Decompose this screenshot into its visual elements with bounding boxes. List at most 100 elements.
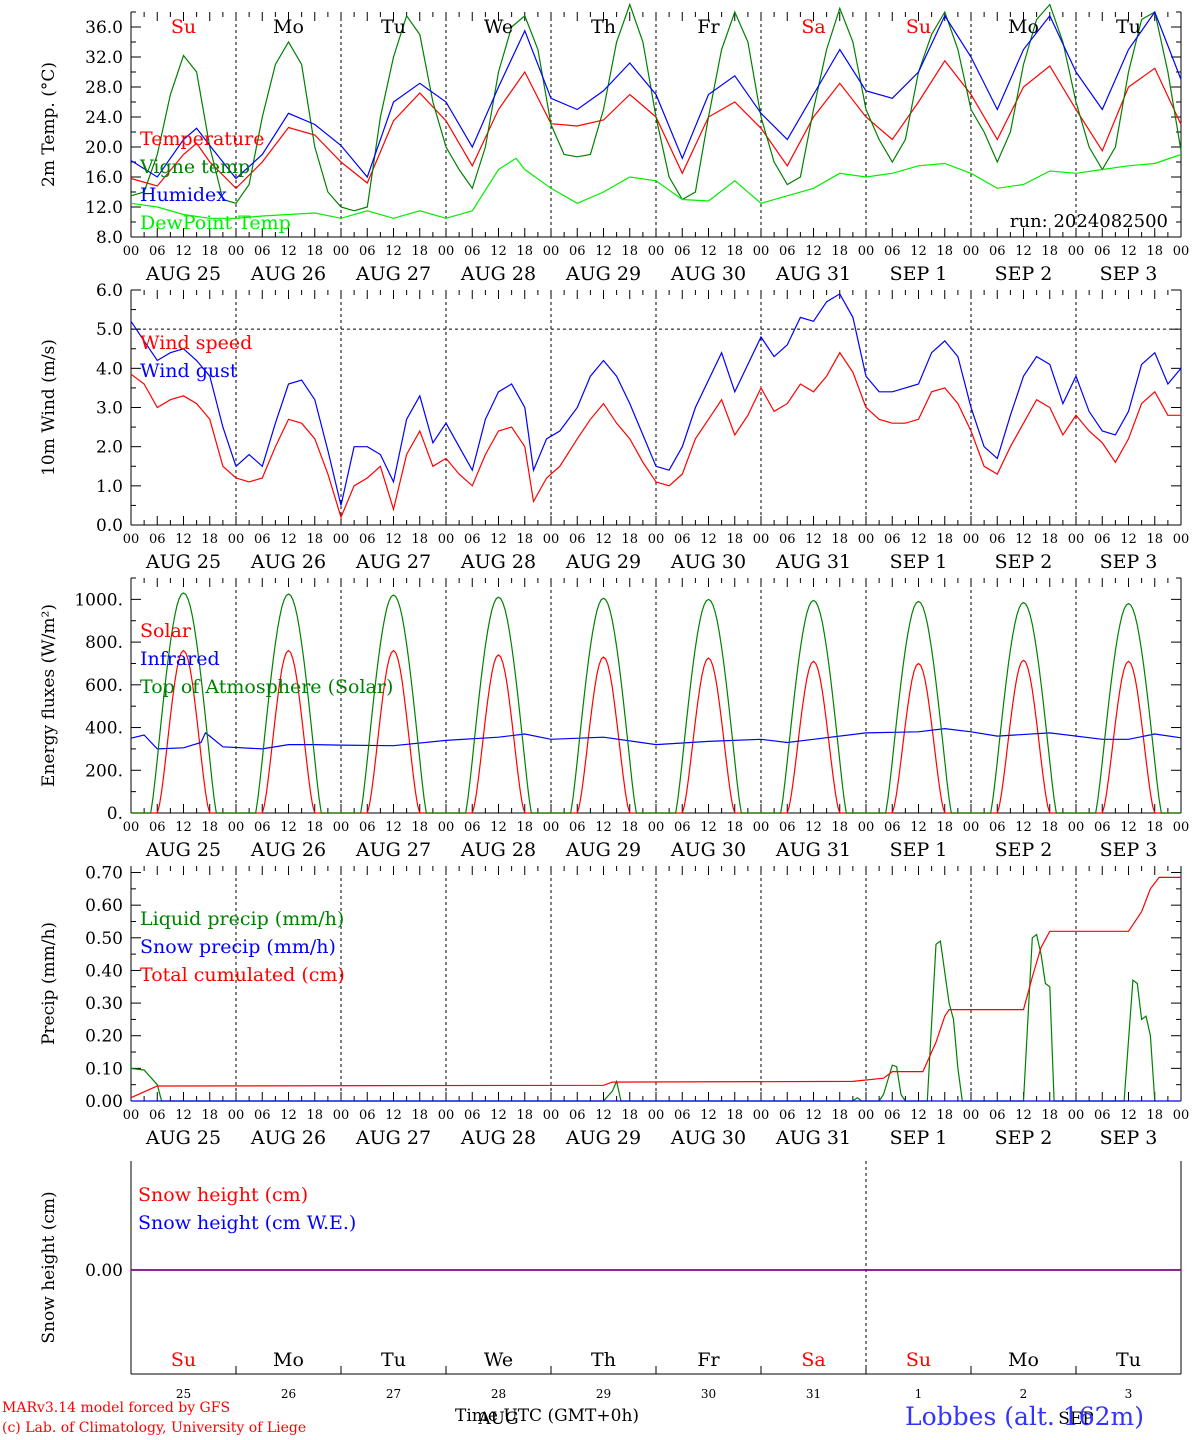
hour-tick-label: 12 <box>910 1108 927 1123</box>
legend-entry: Top of Atmosphere (Solar) <box>140 676 393 698</box>
hour-tick-label: 12 <box>805 532 822 547</box>
hour-tick-label: 00 <box>753 244 770 259</box>
hour-tick-label: 12 <box>490 532 507 547</box>
hour-tick-label: 06 <box>674 244 691 259</box>
hour-tick-label: 00 <box>858 532 875 547</box>
legend-entry: Vigne temp <box>139 156 250 178</box>
hour-tick-label: 12 <box>805 1108 822 1123</box>
hour-tick-label: 06 <box>149 1108 166 1123</box>
date-label: AUG 31 <box>775 263 851 285</box>
y-tick-label: 800. <box>85 633 123 653</box>
y-axis-title: 10m Wind (m/s) <box>39 339 59 476</box>
hour-tick-label: 00 <box>753 820 770 835</box>
day-number: 28 <box>491 1387 506 1401</box>
day-name: Mo <box>1008 16 1039 38</box>
hour-tick-label: 00 <box>543 1108 560 1123</box>
hour-tick-label: 18 <box>936 820 953 835</box>
hour-tick-label: 18 <box>516 532 533 547</box>
legend-entry: Infrared <box>140 648 220 670</box>
date-label: AUG 29 <box>565 1127 641 1149</box>
hour-tick-label: 12 <box>385 244 402 259</box>
day-name: Su <box>171 1349 196 1371</box>
hour-tick-label: 06 <box>569 532 586 547</box>
legend-entry: Total cumulated (cm) <box>140 964 345 986</box>
hour-tick-label: 12 <box>1015 532 1032 547</box>
hour-tick-label: 12 <box>700 1108 717 1123</box>
hour-tick-label: 06 <box>674 820 691 835</box>
hour-tick-label: 00 <box>543 820 560 835</box>
hour-tick-label: 12 <box>175 244 192 259</box>
hour-tick-label: 12 <box>700 532 717 547</box>
hour-tick-label: 06 <box>884 532 901 547</box>
date-label: AUG 29 <box>565 839 641 861</box>
date-label: AUG 29 <box>565 263 641 285</box>
hour-tick-label: 06 <box>569 820 586 835</box>
y-tick-label: 400. <box>85 719 123 739</box>
hour-tick-label: 12 <box>700 244 717 259</box>
date-label: AUG 25 <box>145 839 221 861</box>
series-line-wind-gust <box>130 293 1182 506</box>
y-tick-label: 5.0 <box>96 320 123 340</box>
hour-tick-label: 18 <box>621 244 638 259</box>
hour-tick-label: 18 <box>726 532 743 547</box>
hour-tick-label: 00 <box>123 244 140 259</box>
day-name: Su <box>171 16 196 38</box>
hour-tick-label: 00 <box>123 1108 140 1123</box>
y-tick-label: 2.0 <box>96 438 123 458</box>
hour-tick-label: 06 <box>464 532 481 547</box>
hour-tick-label: 06 <box>359 820 376 835</box>
day-number: 30 <box>701 1387 716 1401</box>
station-label: Lobbes (alt. 162m) <box>905 1402 1145 1431</box>
hour-tick-label: 00 <box>228 1108 245 1123</box>
y-tick-label: 0.50 <box>85 929 123 949</box>
hour-tick-label: 06 <box>779 532 796 547</box>
day-number: 25 <box>176 1387 191 1401</box>
date-label: SEP 3 <box>1100 263 1158 285</box>
day-name: Th <box>591 16 616 38</box>
hour-tick-label: 06 <box>779 820 796 835</box>
hour-tick-label: 06 <box>989 244 1006 259</box>
date-label: AUG 30 <box>670 1127 746 1149</box>
y-tick-label: 8.0 <box>96 228 123 248</box>
y-tick-label: 36.0 <box>85 18 123 38</box>
hour-tick-label: 18 <box>306 1108 323 1123</box>
date-label: SEP 2 <box>995 1127 1053 1149</box>
hour-tick-label: 00 <box>123 820 140 835</box>
date-label: SEP 2 <box>995 263 1053 285</box>
date-label: AUG 27 <box>355 263 431 285</box>
hour-tick-label: 06 <box>1094 244 1111 259</box>
hour-tick-label: 18 <box>621 532 638 547</box>
hour-tick-label: 00 <box>438 820 455 835</box>
hour-tick-label: 06 <box>149 532 166 547</box>
y-tick-label: 0.30 <box>85 994 123 1014</box>
date-label: SEP 2 <box>995 551 1053 573</box>
day-name: Mo <box>273 1349 304 1371</box>
hour-tick-label: 00 <box>963 1108 980 1123</box>
day-name: Th <box>591 1349 616 1371</box>
date-label: SEP 3 <box>1100 839 1158 861</box>
date-label: AUG 25 <box>145 263 221 285</box>
date-label: SEP 1 <box>890 839 948 861</box>
hour-tick-label: 12 <box>385 820 402 835</box>
hour-tick-label: 06 <box>569 244 586 259</box>
day-name: Tu <box>381 16 406 38</box>
hour-tick-label: 12 <box>175 820 192 835</box>
y-tick-label: 3.0 <box>96 399 123 419</box>
date-label: AUG 26 <box>250 551 326 573</box>
series-line-wind-speed <box>130 351 1181 519</box>
legend-entry: Wind gust <box>140 360 238 382</box>
hour-tick-label: 18 <box>1146 1108 1163 1123</box>
legend-entry: Snow precip (mm/h) <box>140 936 336 958</box>
hour-tick-label: 06 <box>464 1108 481 1123</box>
hour-tick-label: 18 <box>411 244 428 259</box>
hour-tick-label: 00 <box>228 820 245 835</box>
legend-entry: Snow height (cm W.E.) <box>138 1212 356 1234</box>
hour-tick-label: 18 <box>936 532 953 547</box>
date-label: AUG 28 <box>460 551 536 573</box>
hour-tick-label: 18 <box>201 532 218 547</box>
date-label: AUG 30 <box>670 263 746 285</box>
hour-tick-label: 00 <box>648 244 665 259</box>
date-label: AUG 25 <box>145 1127 221 1149</box>
hour-tick-label: 06 <box>359 532 376 547</box>
y-axis-title: Precip (mm/h) <box>39 922 59 1045</box>
